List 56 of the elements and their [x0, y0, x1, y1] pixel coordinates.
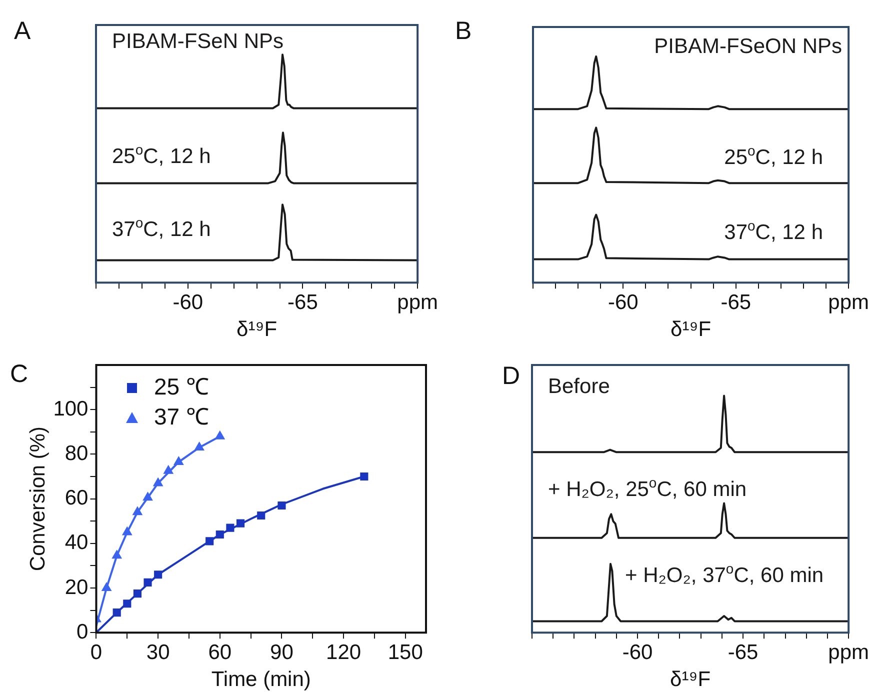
point	[360, 472, 368, 481]
x-axis-title: Time (min)	[211, 668, 311, 692]
text: Before	[548, 374, 610, 398]
x-tick-label: -65	[728, 640, 758, 664]
point	[154, 570, 162, 579]
x-tick-label: 60	[208, 640, 232, 664]
x-tick-label: 150	[388, 640, 423, 664]
y-tick-label: 60	[64, 486, 88, 510]
x-tick-label: -60	[622, 640, 653, 664]
point	[257, 511, 266, 520]
point	[174, 456, 184, 466]
y-axis-title: Conversion (%)	[26, 426, 50, 572]
point	[133, 590, 142, 598]
legend-label: 37 ℃	[154, 403, 209, 430]
x-tick-label: 120	[326, 640, 362, 664]
point	[278, 501, 286, 510]
y-tick-label: 0	[76, 620, 88, 644]
x-tick-label: -65	[720, 290, 752, 314]
chart-title: D	[502, 362, 520, 390]
x-tick-label: ppm	[828, 640, 870, 664]
x-tick-label: -65	[288, 290, 318, 314]
x-tick-label: -60	[608, 290, 638, 314]
x-tick-label: 30	[146, 640, 170, 664]
point	[112, 550, 122, 559]
point	[142, 492, 153, 501]
x-axis-title: δ¹⁹F	[670, 668, 711, 692]
y-tick-label: 20	[64, 576, 88, 599]
point	[216, 530, 224, 539]
point	[144, 578, 152, 586]
chart-title: C	[10, 360, 28, 388]
point	[123, 600, 132, 608]
x-tick-label: ppm	[397, 290, 438, 314]
chart-title: B	[455, 16, 472, 45]
text: PIBAM-FSeON NPs	[654, 34, 842, 58]
x-tick-label: -60	[172, 290, 204, 314]
point	[215, 430, 225, 440]
point	[112, 608, 121, 617]
point	[102, 582, 112, 591]
legend-label: 25 ℃	[154, 373, 209, 400]
point	[132, 506, 142, 516]
x-axis-title: δ¹⁹F	[670, 318, 712, 342]
point	[194, 442, 204, 451]
x-tick-label: ppm	[828, 290, 870, 314]
chart-title: A	[14, 16, 31, 45]
y-tick-label: 100	[53, 397, 88, 420]
point	[153, 478, 163, 486]
x-axis-title: δ¹⁹F	[236, 318, 278, 342]
y-tick-label: 80	[64, 442, 88, 465]
point	[122, 526, 132, 536]
y-tick-label: 40	[64, 531, 88, 554]
x-tick-label: 90	[270, 640, 294, 664]
point	[226, 524, 234, 532]
series-label: PIBAM-FSeN NPs	[112, 30, 284, 53]
point	[236, 519, 245, 528]
point	[206, 537, 214, 546]
point	[164, 465, 174, 474]
